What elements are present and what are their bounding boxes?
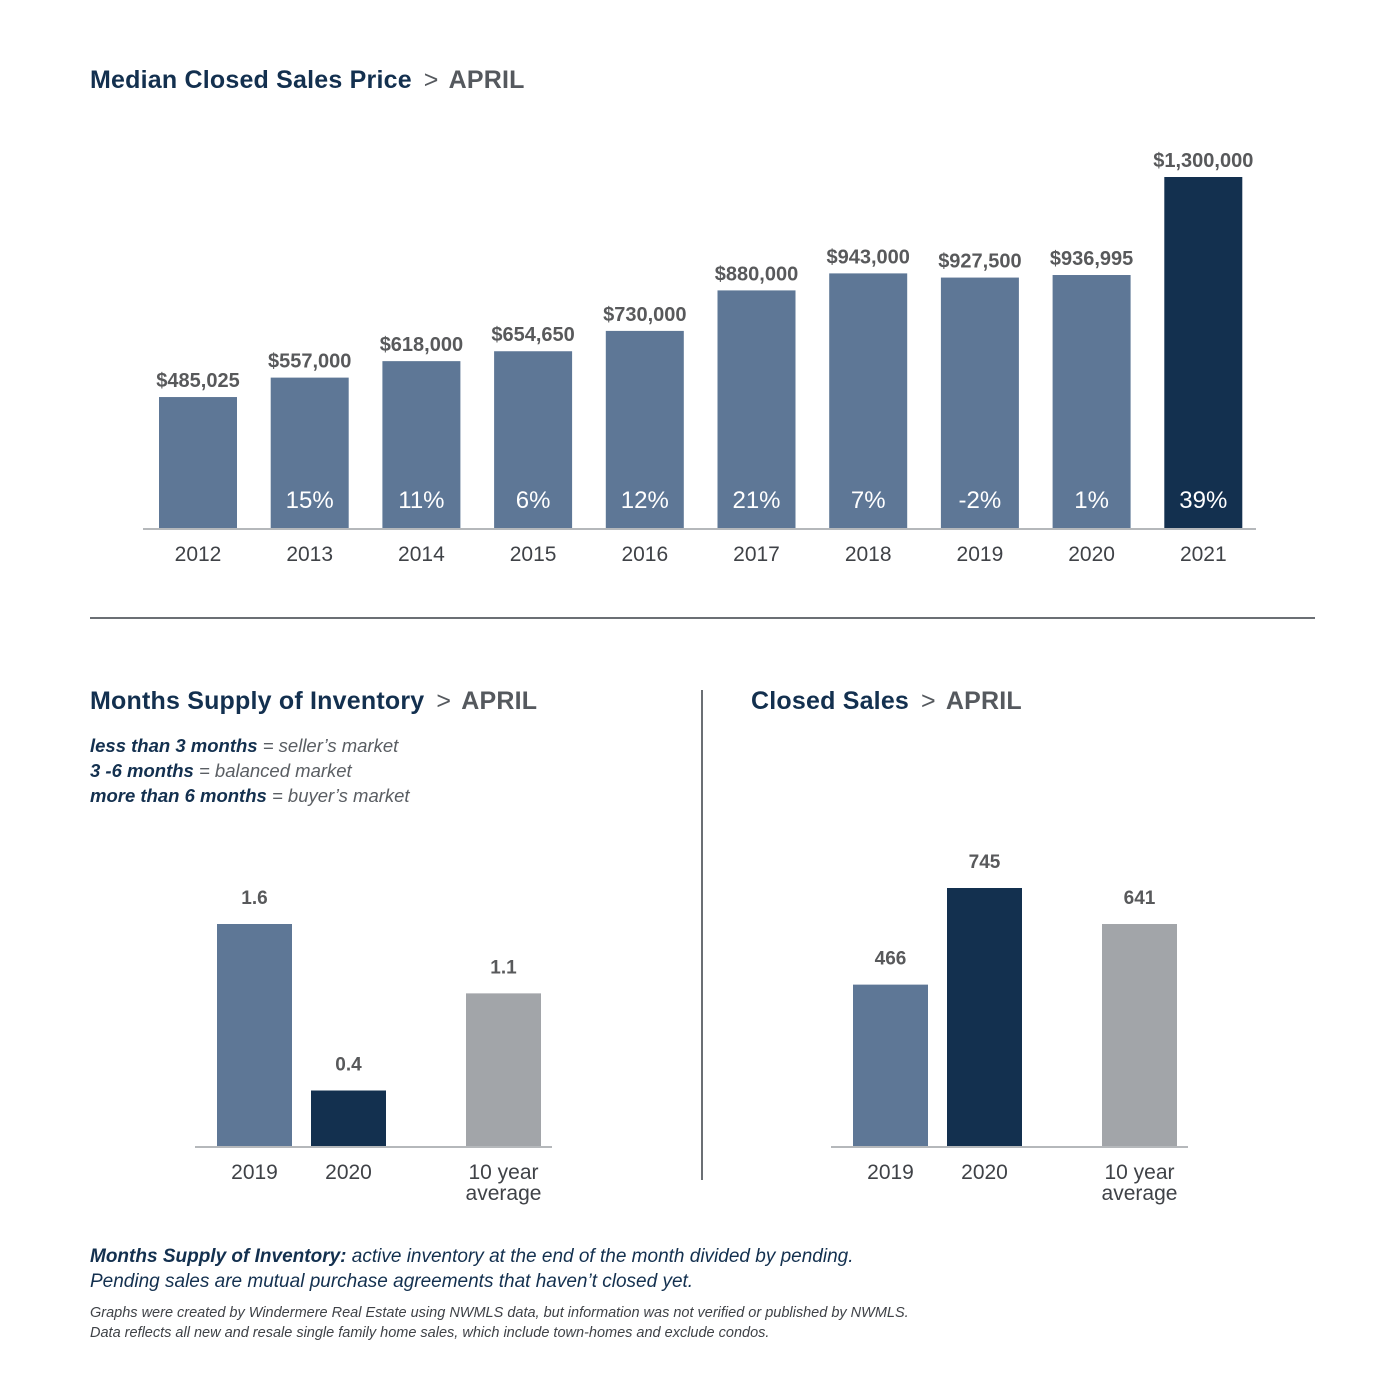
price-bar — [829, 273, 908, 528]
legend-term: more than 6 months — [90, 785, 267, 806]
closed-sales-bar — [947, 888, 1022, 1146]
median-price-chart: $485,025 2012 $557,000 15% 2013 $618,000 11% 20… — [143, 150, 1256, 566]
median-price-month: APRIL — [448, 66, 525, 94]
price-bar — [717, 290, 796, 528]
legend-meaning: seller’s market — [278, 735, 399, 756]
year-tick-label: 2018 — [845, 543, 892, 566]
closed-sales-value-label: 745 — [969, 852, 1001, 873]
price-value-label: $618,000 — [380, 334, 463, 356]
price-value-label: $730,000 — [603, 304, 686, 326]
legend-term: less than 3 months — [90, 735, 258, 756]
year-tick-label: 2014 — [398, 543, 445, 566]
legend-line: more than 6 months = buyer’s market — [90, 783, 410, 808]
source-credits: Graphs were created by Windermere Real E… — [90, 1303, 1340, 1343]
closed-sales-category-label: 2019 — [867, 1161, 914, 1184]
inventory-category-label: average — [466, 1182, 542, 1205]
pct-change-label: 6% — [516, 487, 551, 514]
inventory-category-label: 2019 — [231, 1161, 278, 1184]
pct-change-label: 15% — [286, 487, 334, 514]
price-value-label: $936,995 — [1050, 248, 1133, 270]
closed-sales-category-label: 10 year — [1104, 1161, 1174, 1184]
year-tick-label: 2020 — [1068, 543, 1115, 566]
legend-eq: = — [257, 735, 279, 756]
price-value-label: $943,000 — [826, 246, 909, 268]
section-divider-horizontal — [90, 617, 1315, 619]
pct-change-label: 21% — [732, 487, 780, 514]
closed-sales-value-label: 641 — [1124, 888, 1156, 909]
closed-sales-category-label: 2020 — [961, 1161, 1008, 1184]
price-bar — [605, 330, 684, 528]
price-value-label: $557,000 — [268, 351, 351, 373]
price-bar — [159, 397, 237, 528]
year-tick-label: 2021 — [1180, 543, 1227, 566]
legend-term: 3 -6 months — [90, 760, 194, 781]
pct-change-label: 1% — [1074, 487, 1109, 514]
pct-change-label: 7% — [851, 487, 886, 514]
year-tick-label: 2012 — [175, 543, 222, 566]
inventory-footnote: Months Supply of Inventory: active inven… — [90, 1244, 1340, 1294]
closed-sales-month: APRIL — [945, 687, 1022, 715]
price-bar — [270, 377, 349, 528]
inventory-category-label: 2020 — [325, 1161, 372, 1184]
closed-sales-title: Closed Sales > APRIL — [751, 687, 1022, 716]
market-legend: less than 3 months = seller’s market 3 -… — [90, 733, 410, 808]
legend-eq: = — [266, 785, 288, 806]
legend-meaning: buyer’s market — [287, 785, 410, 806]
inventory-value-label: 0.4 — [335, 1055, 362, 1076]
price-value-label: $1,300,000 — [1153, 150, 1253, 172]
closed-sales-bar — [1102, 924, 1177, 1146]
price-bar — [940, 277, 1019, 528]
year-tick-label: 2015 — [510, 543, 557, 566]
year-tick-label: 2013 — [286, 543, 333, 566]
footnote-term: Months Supply of Inventory: — [90, 1246, 347, 1267]
footnote-line: Pending sales are mutual purchase agreem… — [90, 1271, 694, 1292]
pct-change-label: 12% — [621, 487, 669, 514]
price-bar — [494, 351, 573, 528]
legend-line: less than 3 months = seller’s market — [90, 733, 410, 758]
inventory-value-label: 1.6 — [241, 888, 267, 909]
footnote-line: Months Supply of Inventory: active inven… — [90, 1244, 1340, 1269]
title-separator: > — [423, 66, 439, 94]
median-price-title: Median Closed Sales Price > APRIL — [90, 66, 525, 95]
title-separator: > — [436, 687, 452, 715]
footnote-text: active inventory at the end of the month… — [346, 1246, 854, 1267]
closed-sales-title-text: Closed Sales — [751, 687, 910, 715]
credits-line: Graphs were created by Windermere Real E… — [90, 1305, 909, 1321]
legend-eq: = — [193, 760, 215, 781]
price-bar — [1164, 177, 1243, 528]
legend-line: 3 -6 months = balanced market — [90, 758, 410, 783]
credits-line: Data reflects all new and resale single … — [90, 1325, 770, 1341]
median-price-title-text: Median Closed Sales Price — [90, 66, 412, 94]
inventory-category-label: 10 year — [468, 1161, 538, 1184]
inventory-month: APRIL — [461, 687, 538, 715]
pct-change-label: -2% — [959, 487, 1002, 514]
section-divider-vertical — [701, 690, 703, 1180]
year-tick-label: 2017 — [733, 543, 780, 566]
price-value-label: $654,650 — [491, 324, 574, 346]
price-value-label: $485,025 — [156, 370, 239, 392]
inventory-bar — [311, 1090, 386, 1146]
price-value-label: $927,500 — [938, 251, 1021, 273]
inventory-bar — [217, 924, 292, 1146]
price-value-label: $880,000 — [715, 263, 798, 285]
closed-sales-value-label: 466 — [875, 949, 907, 970]
closed-sales-bar — [853, 984, 928, 1146]
title-separator: > — [921, 687, 936, 715]
inventory-title: Months Supply of Inventory > APRIL — [90, 687, 537, 716]
year-tick-label: 2019 — [957, 543, 1004, 566]
pct-change-label: 11% — [398, 487, 444, 514]
legend-meaning: balanced market — [214, 760, 352, 781]
inventory-value-label: 1.1 — [490, 957, 517, 978]
inventory-bar — [466, 993, 541, 1146]
year-tick-label: 2016 — [621, 543, 668, 566]
pct-change-label: 39% — [1179, 487, 1227, 514]
price-bar — [382, 361, 461, 528]
inventory-title-text: Months Supply of Inventory — [90, 687, 425, 715]
price-bar — [1052, 275, 1131, 528]
closed-sales-category-label: average — [1102, 1182, 1178, 1205]
